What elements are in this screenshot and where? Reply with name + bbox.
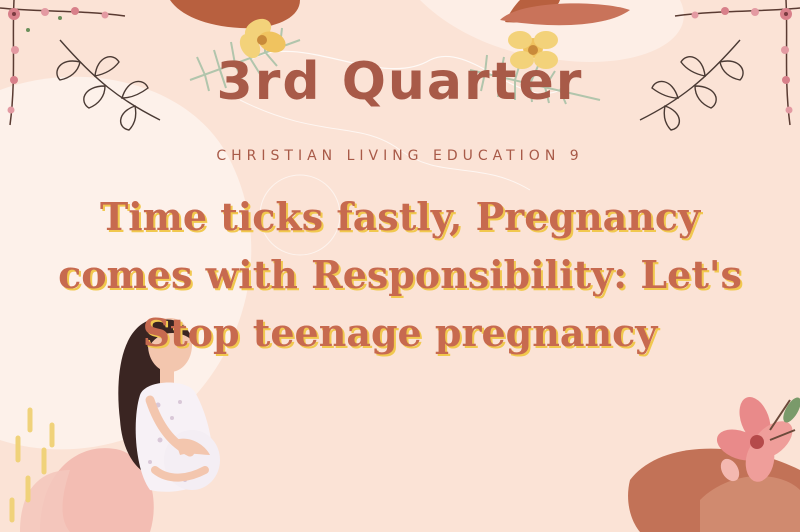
leaf-branch-left-icon	[56, 39, 161, 131]
headline: Time ticks fastly, Pregnancy comes with …	[58, 194, 742, 355]
corner-floral-right-icon	[674, 0, 800, 126]
leaf-branch-right-icon	[639, 39, 744, 131]
quarter-title: 3rd Quarter	[216, 52, 584, 112]
corner-floral-left-icon	[0, 0, 126, 126]
pink-flower-bottom-right-icon	[716, 396, 800, 482]
subject-subtitle: CHRISTIAN LIVING EDUCATION 9	[216, 148, 584, 164]
yellow-flower-right-icon	[508, 31, 558, 69]
yellow-flower-left-icon	[239, 18, 286, 59]
bottom-left-decoration	[9, 407, 154, 532]
